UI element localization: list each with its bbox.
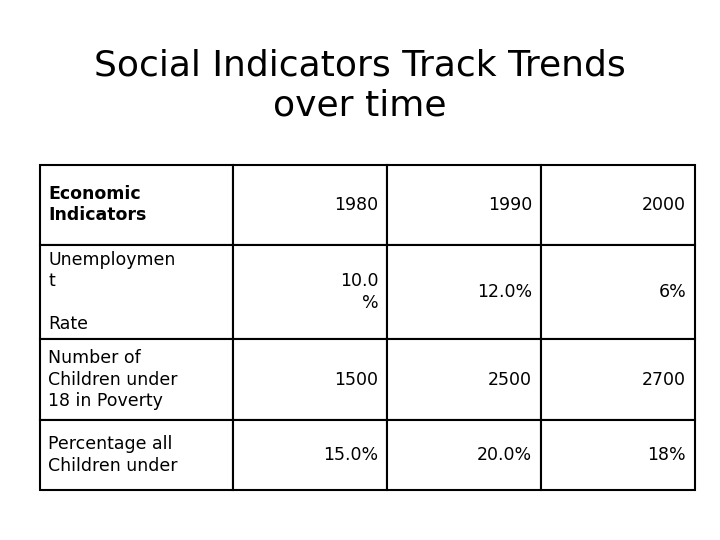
Text: 2700: 2700: [642, 370, 686, 389]
Text: 10.0
%: 10.0 %: [340, 272, 378, 312]
Text: Unemploymen
t

Rate: Unemploymen t Rate: [48, 251, 176, 333]
Bar: [387, 165, 541, 245]
Text: 1500: 1500: [334, 370, 378, 389]
Text: 20.0%: 20.0%: [477, 446, 532, 464]
Text: 1980: 1980: [334, 195, 378, 214]
Text: 12.0%: 12.0%: [477, 283, 532, 301]
Bar: [40, 339, 233, 420]
Text: 6%: 6%: [658, 283, 686, 301]
Bar: [40, 245, 233, 339]
Bar: [387, 339, 541, 420]
Bar: [387, 245, 541, 339]
Bar: [541, 420, 695, 490]
Text: 18%: 18%: [647, 446, 686, 464]
Bar: [541, 245, 695, 339]
Bar: [233, 245, 387, 339]
Bar: [541, 165, 695, 245]
Bar: [233, 420, 387, 490]
Text: 15.0%: 15.0%: [323, 446, 378, 464]
Text: Economic
Indicators: Economic Indicators: [48, 185, 147, 225]
Bar: [541, 339, 695, 420]
Text: 2500: 2500: [488, 370, 532, 389]
Bar: [40, 420, 233, 490]
Bar: [233, 165, 387, 245]
Text: 1990: 1990: [488, 195, 532, 214]
Bar: [40, 165, 233, 245]
Text: 2000: 2000: [642, 195, 686, 214]
Text: Number of
Children under
18 in Poverty: Number of Children under 18 in Poverty: [48, 349, 178, 410]
Bar: [387, 420, 541, 490]
Bar: [233, 339, 387, 420]
Text: Social Indicators Track Trends
over time: Social Indicators Track Trends over time: [94, 49, 626, 122]
Text: Percentage all
Children under: Percentage all Children under: [48, 435, 178, 475]
